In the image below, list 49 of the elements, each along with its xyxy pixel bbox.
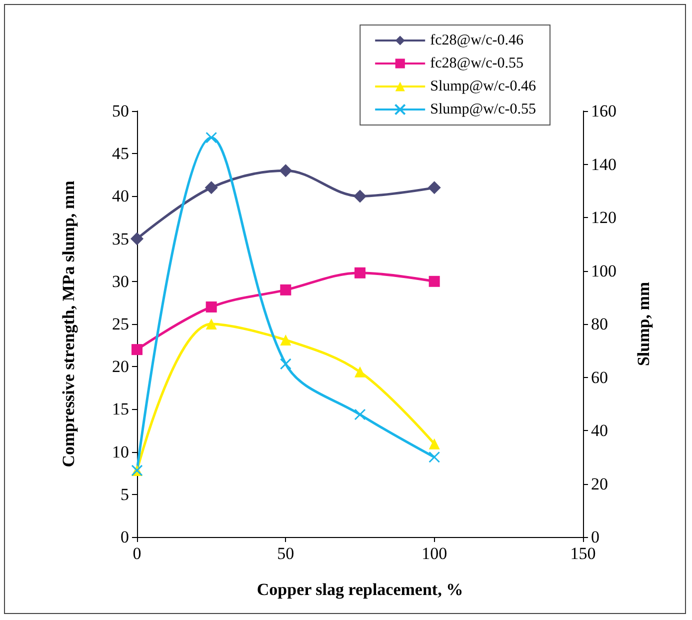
y-tick-label: 35 [112, 229, 129, 248]
y-tick-label: 10 [112, 442, 129, 462]
y-tick-label: 30 [112, 272, 129, 291]
y-tick-label: 20 [112, 357, 129, 376]
point [354, 267, 366, 278]
legend-label: fc28@w/c-0.55 [430, 56, 524, 72]
y-tick-label: 40 [112, 186, 129, 206]
point [279, 164, 292, 178]
point [354, 190, 366, 203]
y-axis-title: Compressive strength, MPa slump, mm [59, 180, 78, 468]
point [204, 181, 218, 194]
y2-axis-title: Slump, mm [634, 282, 653, 366]
y2-tick-label: 160 [591, 102, 616, 120]
x-tick-label: 50 [277, 544, 294, 563]
y-tick-label: 25 [112, 314, 129, 334]
point [206, 301, 217, 312]
y2-tick-label: 100 [591, 261, 616, 280]
y-tick-label: 0 [120, 528, 129, 546]
y-tick-label: 50 [112, 102, 129, 120]
y2-tick-label: 80 [591, 314, 608, 334]
x-tick-label: 100 [422, 544, 448, 563]
y2-tick-label: 0 [591, 528, 600, 546]
point [428, 181, 441, 194]
y-tick-label: 5 [120, 484, 129, 504]
point [354, 366, 366, 378]
point [206, 132, 218, 144]
legend-label: fc28@w/c-0.46 [430, 32, 524, 48]
point [354, 408, 366, 420]
x-axis-title: Copper slag replacement, % [256, 580, 464, 599]
y2-tick-label: 120 [591, 208, 616, 227]
point [280, 284, 292, 296]
x-tick-label: 150 [570, 544, 596, 563]
point [280, 334, 292, 346]
y2-tick-label: 40 [591, 421, 608, 440]
y2-tick-label: 20 [591, 474, 608, 494]
legend-label: Slump@w/c-0.55 [430, 102, 536, 118]
point [206, 318, 217, 330]
x-tick-label: 0 [132, 544, 142, 563]
point [132, 344, 142, 356]
point [428, 276, 440, 287]
point [428, 438, 440, 450]
point [130, 232, 144, 246]
y2-tick-label: 140 [591, 154, 616, 174]
point [428, 451, 440, 463]
y-tick-label: 45 [112, 144, 129, 164]
y-tick-label: 15 [112, 400, 129, 419]
y2-tick-label: 60 [591, 368, 608, 387]
legend-label: Slump@w/c-0.46 [430, 78, 536, 94]
point [280, 358, 292, 370]
